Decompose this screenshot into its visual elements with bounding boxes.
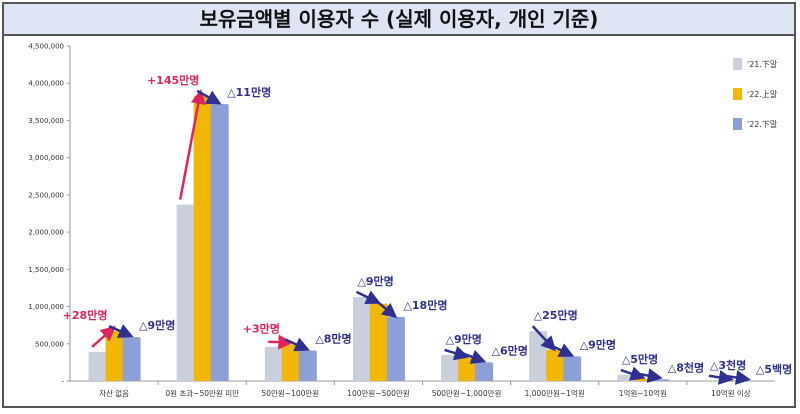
- bar-2: [122, 337, 141, 381]
- legend-label: '22.下말: [747, 120, 778, 129]
- x-tick-label: 10억원 이상: [711, 388, 751, 398]
- x-tick-label: 500만원~1,000만원: [432, 389, 502, 398]
- change-label: △9만명: [139, 318, 175, 332]
- change-label: △11만명: [227, 85, 271, 99]
- change-label: +145만명: [147, 73, 199, 87]
- change-arrow: [196, 89, 222, 105]
- bar-1: [369, 303, 388, 381]
- change-arrow: [444, 345, 470, 361]
- change-label: △18만명: [403, 298, 447, 312]
- change-arrow: [461, 349, 487, 364]
- legend-swatch: [733, 58, 742, 70]
- change-arrow: [355, 290, 381, 304]
- x-tick-label: 100만원~500만원: [347, 389, 410, 398]
- change-label: △8만명: [315, 331, 351, 345]
- bar-1: [458, 357, 477, 381]
- change-label: △5백명: [756, 362, 792, 376]
- change-arrow: [725, 370, 751, 385]
- legend-swatch: [733, 118, 742, 130]
- chart-frame: [2, 2, 796, 408]
- change-arrow: [178, 88, 206, 200]
- x-tick-label: 자산 없음: [99, 388, 129, 398]
- bar-0: [176, 204, 195, 381]
- change-label: △9만명: [446, 332, 482, 346]
- y-tick-label: 3,000,000: [28, 154, 64, 162]
- change-arrow: [708, 369, 734, 385]
- y-tick-label: 2,500,000: [28, 191, 64, 199]
- change-label: △8천명: [668, 360, 704, 374]
- legend-label: '22.上말: [747, 90, 778, 99]
- x-tick-label: 50만원~100만원: [261, 389, 319, 398]
- bar-0: [617, 375, 636, 381]
- y-tick-label: 4,000,000: [28, 80, 64, 88]
- change-label: △5만명: [622, 352, 658, 366]
- legend-label: '21.下말: [747, 60, 778, 69]
- y-tick-label: 1,000,000: [28, 303, 64, 311]
- change-arrow: [91, 325, 116, 348]
- change-arrow: [284, 337, 310, 352]
- bar-1: [546, 349, 565, 381]
- change-arrow: [620, 366, 646, 381]
- bar-2: [651, 379, 670, 381]
- y-tick-label: 4,500,000: [28, 43, 64, 51]
- bar-1: [193, 95, 212, 381]
- y-tick-label: 3,500,000: [28, 117, 64, 125]
- bar-0: [88, 351, 107, 381]
- bar-1: [634, 378, 653, 381]
- x-tick-label: 1,000만원~1억원: [525, 389, 585, 398]
- change-arrow: [372, 297, 398, 319]
- chart-title: 보유금액별 이용자 수 (실제 이용자, 개인 기준): [4, 4, 794, 36]
- legend-swatch: [733, 88, 742, 100]
- change-label: △6만명: [492, 343, 528, 357]
- y-tick-label: -: [61, 378, 64, 386]
- change-label: △3천명: [710, 358, 746, 372]
- change-label: △9만명: [357, 274, 393, 288]
- bar-0: [264, 346, 283, 381]
- bar-2: [475, 362, 494, 381]
- bar-2: [298, 350, 317, 381]
- bar-1: [105, 331, 124, 381]
- y-tick-label: 1,500,000: [28, 266, 64, 274]
- bar-1: [281, 344, 300, 381]
- bar-2: [563, 356, 582, 381]
- change-arrow: [549, 343, 575, 357]
- change-label: +28만명: [63, 308, 108, 322]
- change-arrow: [268, 334, 294, 350]
- y-tick-label: 500,000: [35, 340, 64, 348]
- change-label: △25만명: [534, 308, 578, 322]
- change-label: △9만명: [580, 337, 616, 351]
- x-tick-label: 0원 초과~50만원 미만: [165, 389, 239, 398]
- bar-2: [386, 316, 405, 381]
- y-tick-label: 2,000,000: [28, 229, 64, 237]
- change-label: +3만명: [243, 322, 280, 336]
- bar-2: [210, 104, 229, 382]
- bar-0: [441, 354, 460, 381]
- x-tick-label: 1억원~10억원: [619, 389, 667, 398]
- change-arrow: [637, 368, 663, 383]
- change-arrow: [531, 325, 557, 352]
- change-arrow: [108, 324, 134, 338]
- bar-0: [352, 296, 371, 381]
